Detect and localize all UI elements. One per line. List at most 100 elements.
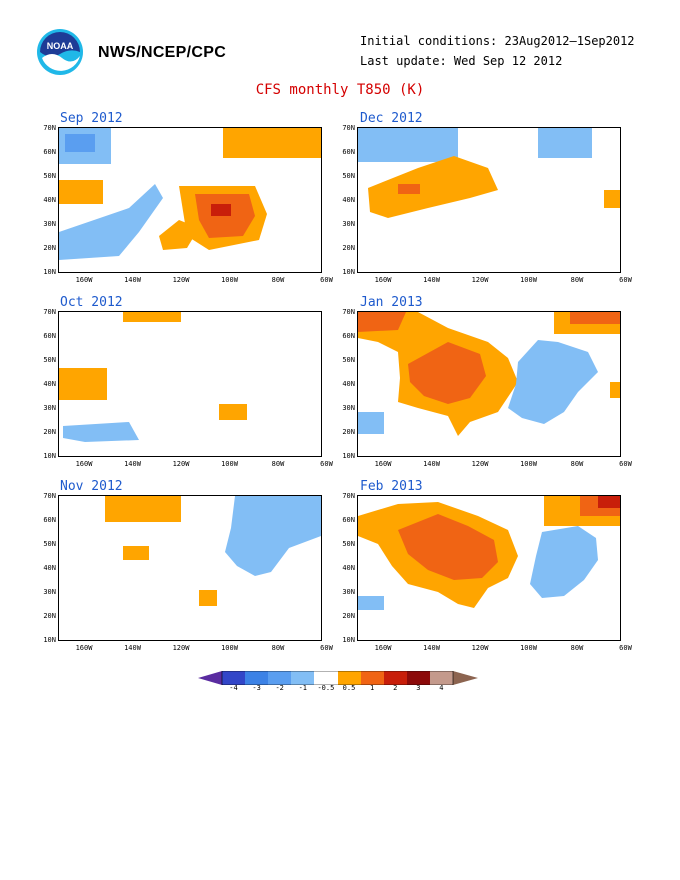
lon-tick-label: 140W [423,460,440,468]
colorbar [198,670,478,689]
lat-tick-label: 10N [342,636,355,644]
lat-tick-label: 40N [43,380,56,388]
lat-tick-label: 50N [43,172,56,180]
lat-tick-label: 30N [43,404,56,412]
svg-text:NOAA: NOAA [47,41,74,51]
lat-tick-label: 30N [342,220,355,228]
map-panel-feb-2013 [357,495,621,641]
lon-tick-label: 120W [172,644,190,652]
lon-tick-label: 80W [271,644,285,652]
colorbar-tick-label: -3 [252,684,261,692]
colorbar-tick-label: -2 [275,684,284,692]
lon-tick-label: 100W [221,276,238,284]
lat-tick-label: 10N [342,268,355,276]
lon-tick-label: 80W [570,276,584,284]
lat-tick-label: 70N [43,124,56,132]
colorbar-tick-label: 0.5 [342,684,356,692]
lat-tick-label: 60N [43,148,56,156]
lat-tick-label: 10N [43,268,56,276]
lon-tick-label: 80W [271,460,285,468]
colorbar-tick-label: -0.5 [317,684,335,692]
last-update: Last update: Wed Sep 12 2012 [360,54,563,68]
lon-tick-label: 100W [221,644,238,652]
panel-title-nov-2012: Nov 2012 [60,479,123,494]
map-panel-nov-2012 [58,495,322,641]
panel-title-oct-2012: Oct 2012 [60,295,123,310]
lat-tick-label: 50N [342,172,355,180]
lat-tick-label: 20N [43,612,56,620]
colorbar-tick-label: -1 [298,684,308,692]
lon-tick-label: 160W [75,644,93,652]
lat-tick-label: 70N [43,492,56,500]
lat-tick-label: 10N [43,452,56,460]
agency-name: NWS/NCEP/CPC [98,44,227,61]
lat-tick-label: 70N [43,308,56,316]
lon-tick-label: 120W [471,460,489,468]
lon-tick-label: 60W [320,460,333,468]
lat-tick-label: 40N [43,564,56,572]
lat-tick-label: 70N [342,124,355,132]
lat-tick-label: 70N [342,308,355,316]
lon-tick-label: 160W [75,460,93,468]
map-panel-oct-2012 [58,311,322,457]
lat-tick-label: 70N [342,492,355,500]
lon-tick-label: 140W [124,644,141,652]
lat-tick-label: 60N [43,332,56,340]
map-panel-jan-2013 [357,311,621,457]
panel-title-feb-2013: Feb 2013 [360,479,423,494]
lat-tick-label: 20N [342,244,355,252]
lon-tick-label: 140W [423,276,440,284]
lat-tick-label: 30N [342,404,355,412]
lat-tick-label: 50N [43,356,56,364]
colorbar-tick-label: -4 [229,684,238,692]
lat-tick-label: 40N [342,196,355,204]
panel-title-sep-2012: Sep 2012 [60,111,123,126]
lat-tick-label: 40N [342,380,355,388]
lon-tick-label: 60W [619,460,632,468]
lon-tick-label: 120W [471,644,489,652]
lon-tick-label: 60W [619,276,632,284]
colorbar-tick-label: 2 [393,684,398,692]
lat-tick-label: 10N [43,636,56,644]
panel-title-jan-2013: Jan 2013 [360,295,423,310]
lat-tick-label: 60N [342,148,355,156]
lon-tick-label: 120W [471,276,489,284]
lat-tick-label: 20N [43,244,56,252]
lat-tick-label: 30N [43,220,56,228]
lat-tick-label: 50N [342,356,355,364]
lon-tick-label: 140W [423,644,440,652]
lat-tick-label: 20N [342,428,355,436]
lat-tick-label: 30N [342,588,355,596]
lon-tick-label: 160W [75,276,93,284]
lon-tick-label: 60W [619,644,632,652]
lon-tick-label: 100W [520,644,537,652]
lat-tick-label: 50N [43,540,56,548]
lon-tick-label: 120W [172,460,190,468]
map-panel-sep-2012 [58,127,322,273]
lat-tick-label: 10N [342,452,355,460]
lon-tick-label: 80W [570,460,584,468]
colorbar-arrow-low [198,671,222,685]
lat-tick-label: 60N [342,516,355,524]
lon-tick-label: 60W [320,644,333,652]
colorbar-tick-label: 3 [416,684,421,692]
colorbar-tick-label: 4 [439,684,444,692]
lat-tick-label: 60N [43,516,56,524]
lon-tick-label: 60W [320,276,333,284]
lon-tick-label: 100W [520,460,537,468]
lon-tick-label: 120W [172,276,190,284]
map-panel-dec-2012 [357,127,621,273]
lon-tick-label: 80W [271,276,285,284]
noaa-logo-icon: NOAA [36,28,84,76]
lon-tick-label: 160W [374,460,392,468]
figure-title: CFS monthly T850 (K) [255,82,425,98]
lon-tick-label: 80W [570,644,584,652]
lon-tick-label: 140W [124,460,141,468]
lon-tick-label: 100W [520,276,537,284]
lon-tick-label: 160W [374,276,392,284]
lon-tick-label: 140W [124,276,141,284]
lat-tick-label: 20N [342,612,355,620]
lon-tick-label: 100W [221,460,238,468]
lat-tick-label: 60N [342,332,355,340]
lat-tick-label: 20N [43,428,56,436]
